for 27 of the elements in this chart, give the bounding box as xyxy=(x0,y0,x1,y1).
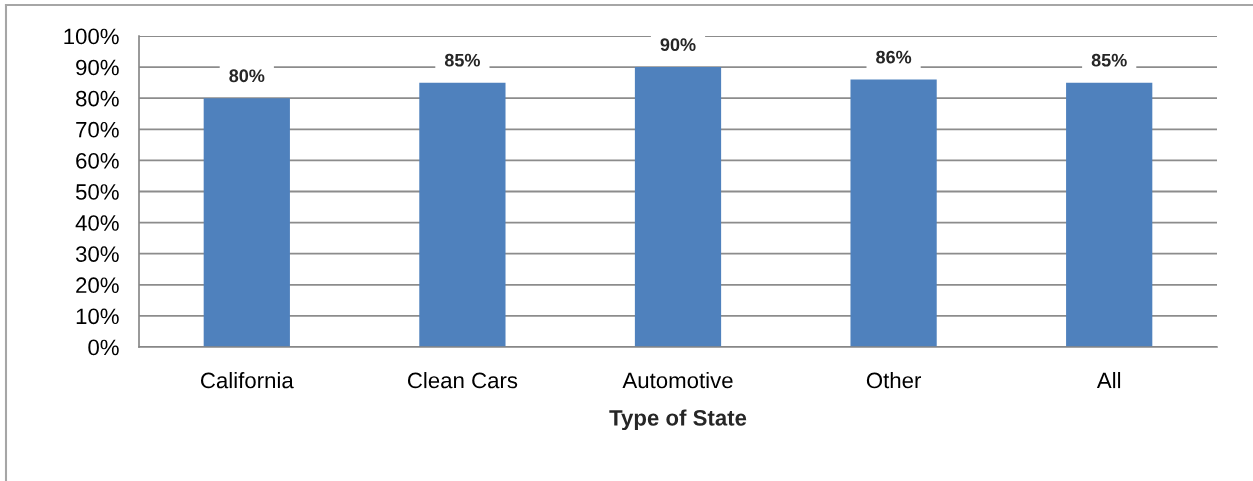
y-tick-label: 0% xyxy=(88,339,119,356)
y-tick-label: 40% xyxy=(75,215,119,231)
x-tick-label: Clean Cars xyxy=(407,372,518,389)
bar xyxy=(419,82,506,347)
data-label: 80% xyxy=(229,69,265,83)
y-tick-label: 80% xyxy=(76,90,119,107)
y-tick-label: 100% xyxy=(64,28,119,45)
bar xyxy=(1066,82,1153,347)
x-tick-label: Other xyxy=(866,372,922,389)
bar xyxy=(634,67,722,347)
x-axis-title: Type of State xyxy=(609,409,747,431)
data-label: 90% xyxy=(660,38,696,52)
y-tick-label: 50% xyxy=(75,184,119,200)
y-tick-label: 30% xyxy=(75,246,119,262)
bar xyxy=(850,79,937,347)
data-label: 85% xyxy=(1091,53,1127,67)
data-label: 85% xyxy=(444,53,480,67)
y-tick-label: 20% xyxy=(76,277,119,294)
bar xyxy=(203,98,290,347)
x-tick-label: California xyxy=(201,372,294,389)
y-tick-label: 90% xyxy=(76,59,119,76)
x-tick-label: Automotive xyxy=(622,372,733,389)
y-tick-label: 70% xyxy=(76,121,119,138)
data-label: 86% xyxy=(876,50,912,64)
x-tick-label: All xyxy=(1096,372,1121,389)
y-tick-label: 10% xyxy=(76,308,119,325)
y-tick-label: 60% xyxy=(76,152,119,169)
